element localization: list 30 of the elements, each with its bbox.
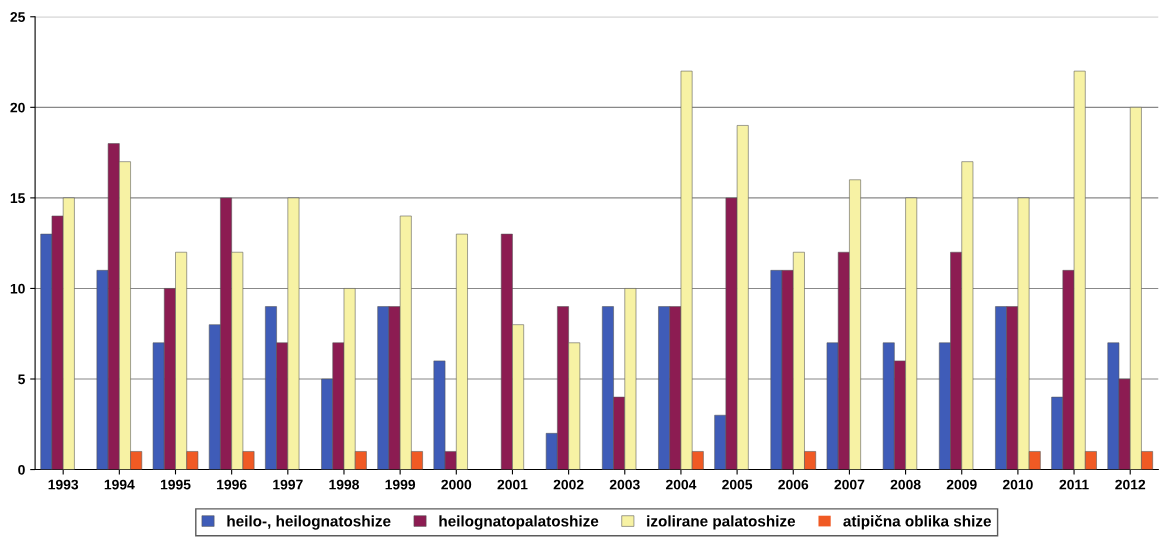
y-tick-label: 5 [18,374,25,385]
x-tick-label: 2006 [778,479,809,490]
x-tick-label: 2011 [1059,479,1089,490]
x-tick-label: 2004 [665,479,697,490]
y-tick-label: 25 [10,12,25,22]
x-tick-label: 1994 [104,479,135,490]
x-tick-label: 1997 [273,479,303,490]
x-tick-label: 2010 [1002,479,1033,490]
x-tick-label: 2000 [441,479,472,490]
x-tick-label: 2005 [722,479,753,490]
legend-label: heilo-, heilognatoshize [227,515,391,530]
x-tick-label: 2009 [946,479,977,490]
x-tick-label: 2001 [497,479,528,490]
x-tick-label: 2012 [1115,479,1146,490]
x-tick-label: 1996 [217,479,247,490]
legend-label: atipična oblika shize [843,515,991,530]
legend-label: heilognatopalatoshize [439,515,599,530]
x-tick-label: 2003 [609,479,640,490]
y-tick-label: 0 [18,464,25,475]
x-tick-label: 2002 [553,479,584,490]
x-tick-label: 2007 [834,479,865,490]
x-tick-label: 1995 [160,479,191,490]
x-tick-label: 1999 [385,479,416,490]
x-tick-label: 1993 [48,479,79,490]
x-tick-label: 2008 [890,479,921,490]
x-tick-label: 1998 [329,479,359,490]
y-tick-label: 10 [10,283,25,294]
y-tick-label: 20 [10,102,25,113]
legend-label: izolirane palatoshize [647,515,796,530]
y-tick-label: 15 [10,193,25,204]
